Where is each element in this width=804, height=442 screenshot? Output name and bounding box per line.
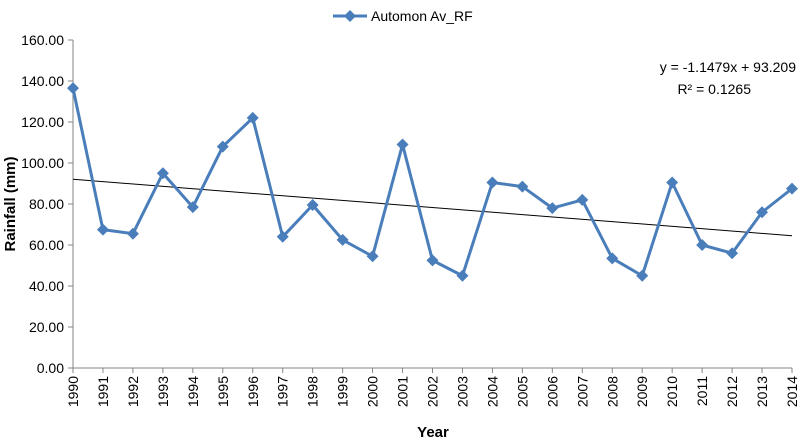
x-tick-label: 2006	[544, 376, 560, 407]
data-point-marker	[666, 176, 679, 189]
data-point-marker	[126, 227, 139, 240]
x-tick-label: 1995	[215, 376, 231, 407]
x-tick-label: 2014	[784, 376, 800, 407]
data-point-marker	[636, 269, 649, 282]
x-tick-label: 2012	[724, 376, 740, 407]
series-markers	[67, 82, 798, 282]
legend: Automon Av_RF	[333, 8, 473, 24]
x-tick-label: 2007	[574, 376, 590, 407]
data-point-marker	[216, 140, 229, 153]
x-tick-label: 1996	[245, 376, 261, 407]
x-tick-label: 1991	[95, 376, 111, 407]
y-tick-label: 100.00	[21, 155, 64, 171]
series-line	[71, 87, 793, 278]
x-tick-label: 2003	[454, 376, 470, 407]
y-axis-title: Rainfall (mm)	[2, 156, 19, 251]
x-tick-label: 2002	[425, 376, 441, 407]
trendline-r-squared: R² = 0.1265	[677, 81, 751, 97]
y-tick-label: 60.00	[29, 237, 64, 253]
y-tick-label: 160.00	[21, 32, 64, 48]
trendline	[72, 178, 793, 237]
x-tick-label: 2010	[664, 376, 680, 407]
y-tick-label: 120.00	[21, 114, 64, 130]
x-tick-label: 1992	[125, 376, 141, 407]
data-point-marker	[276, 230, 289, 243]
x-tick-label: 2013	[754, 376, 770, 407]
x-tick-label: 1993	[155, 376, 171, 407]
data-point-marker	[156, 167, 169, 180]
data-point-marker	[756, 206, 769, 219]
data-point-marker	[67, 82, 79, 95]
data-point-marker	[696, 239, 709, 251]
x-tick-label: 2001	[395, 376, 411, 407]
x-tick-label: 2005	[514, 376, 530, 407]
legend-marker-icon	[344, 10, 356, 22]
data-point-marker	[426, 254, 439, 267]
data-point-marker	[606, 252, 619, 265]
y-tick-label: 140.00	[21, 73, 64, 89]
data-point-marker	[546, 202, 559, 215]
x-tick-label: 1998	[305, 376, 321, 407]
data-point-marker	[516, 180, 529, 193]
x-ticks: 1990 1991 1992 1993 1994 1995 1996 1997 1998 1999…	[65, 368, 800, 407]
x-tick-label: 2009	[634, 376, 650, 407]
x-tick-label: 2011	[694, 376, 710, 406]
data-point-marker	[306, 199, 319, 212]
data-point-marker	[486, 176, 499, 189]
x-tick-label: 1997	[275, 376, 291, 407]
x-tick-label: 2000	[365, 376, 381, 407]
x-tick-label: 2008	[604, 376, 620, 407]
data-point-marker	[456, 269, 469, 282]
data-point-marker	[96, 223, 109, 236]
data-point-marker	[366, 250, 379, 263]
data-point-marker	[246, 111, 259, 124]
y-ticks: 0.00 20.00 40.00 60.00 80.00 100.00 120.00 140.…	[21, 32, 73, 376]
legend-label: Automon Av_RF	[371, 8, 473, 24]
data-point-marker	[786, 182, 798, 195]
data-point-marker	[396, 138, 409, 151]
x-tick-label: 1994	[185, 376, 201, 407]
x-tick-label: 2004	[484, 376, 500, 407]
data-point-marker	[576, 193, 589, 206]
x-tick-label: 1999	[335, 376, 351, 407]
y-tick-label: 0.00	[37, 360, 64, 376]
y-tick-label: 40.00	[29, 278, 64, 294]
data-point-marker	[186, 201, 199, 214]
trendline-annotation: y = -1.1479x + 93.209 R² = 0.1265	[660, 59, 796, 97]
data-point-marker	[726, 247, 739, 260]
trendline-equation: y = -1.1479x + 93.209	[660, 59, 796, 75]
y-tick-label: 80.00	[29, 196, 64, 212]
x-tick-label: 1990	[65, 376, 81, 407]
y-tick-label: 20.00	[29, 319, 64, 335]
x-axis-title: Year	[417, 424, 449, 441]
data-point-marker	[336, 233, 349, 246]
